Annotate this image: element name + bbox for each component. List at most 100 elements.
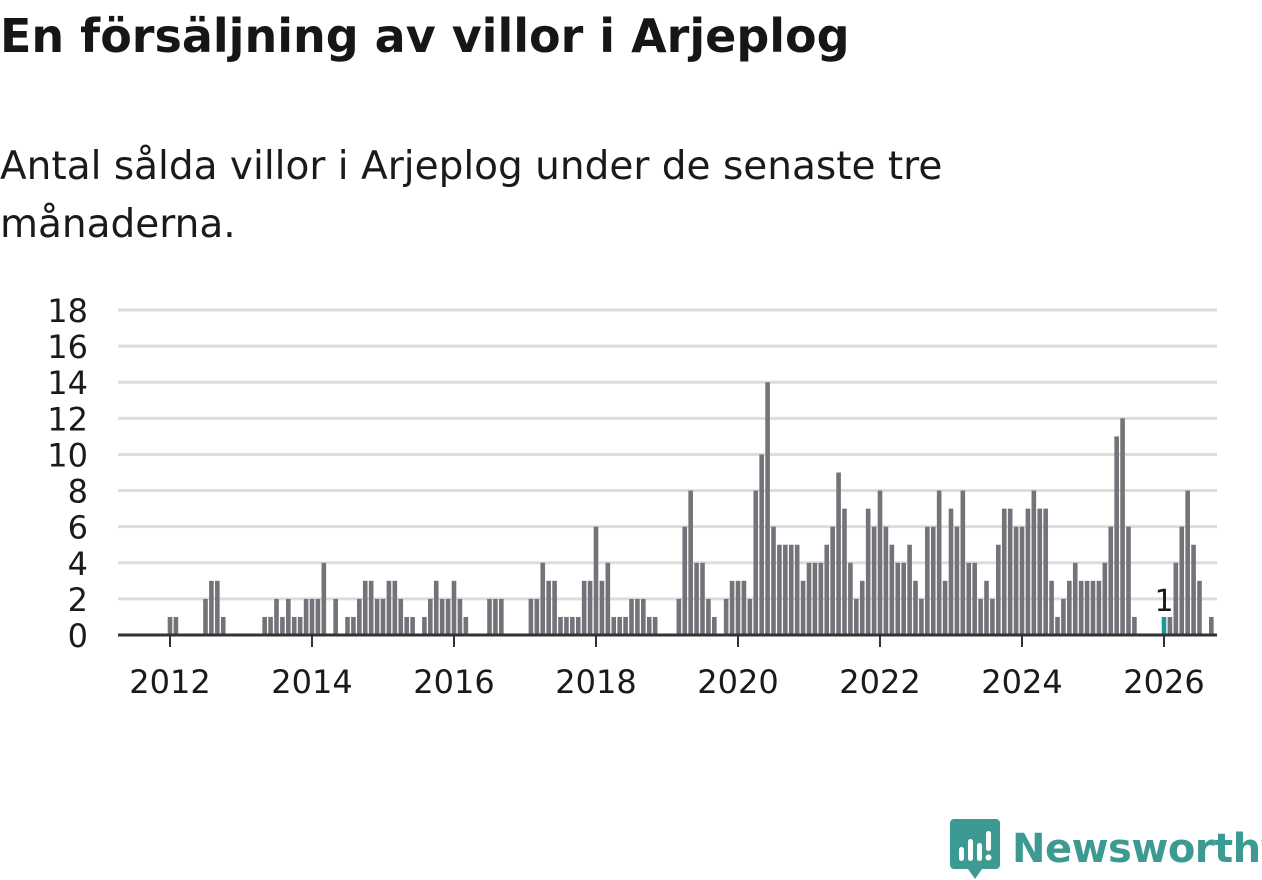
bar bbox=[641, 598, 646, 635]
bar bbox=[907, 544, 912, 635]
bar bbox=[1019, 526, 1025, 635]
bar bbox=[1132, 616, 1137, 635]
bar bbox=[848, 562, 853, 635]
bar bbox=[439, 598, 445, 635]
bar bbox=[1031, 490, 1037, 635]
bar bbox=[392, 580, 398, 635]
bar bbox=[493, 598, 498, 635]
bar bbox=[1114, 436, 1119, 635]
bar bbox=[818, 562, 824, 635]
bar bbox=[351, 616, 356, 635]
y-tick-label: 18 bbox=[47, 292, 88, 330]
bar bbox=[942, 580, 948, 635]
bar bbox=[984, 580, 989, 635]
bar bbox=[954, 526, 960, 635]
bar bbox=[386, 580, 392, 635]
bar bbox=[629, 598, 634, 635]
bar bbox=[428, 598, 433, 635]
chart-title: En försäljning av villor i Arjeplog bbox=[0, 9, 850, 63]
x-tick-label: 2022 bbox=[839, 663, 920, 701]
bar bbox=[220, 616, 226, 635]
bar bbox=[948, 508, 954, 635]
bar bbox=[1120, 418, 1125, 635]
bar bbox=[836, 472, 841, 635]
bar bbox=[723, 598, 729, 635]
bar bbox=[1013, 526, 1019, 635]
bar bbox=[741, 580, 747, 635]
bar bbox=[617, 616, 622, 635]
bar bbox=[883, 526, 889, 635]
bar bbox=[1108, 526, 1114, 635]
bar bbox=[1001, 508, 1007, 635]
bar bbox=[368, 580, 374, 635]
bar bbox=[901, 562, 906, 635]
bar bbox=[1167, 616, 1173, 635]
bar bbox=[919, 598, 924, 635]
bar bbox=[1197, 580, 1202, 635]
y-tick-label: 6 bbox=[68, 509, 88, 547]
bar bbox=[528, 598, 534, 635]
bar bbox=[587, 580, 593, 635]
x-tick-label: 2026 bbox=[1123, 663, 1204, 701]
bar bbox=[652, 616, 658, 635]
bar bbox=[1126, 526, 1131, 635]
bar bbox=[1209, 616, 1214, 635]
bar bbox=[694, 562, 699, 635]
x-tick-label: 2020 bbox=[697, 663, 778, 701]
bar bbox=[676, 598, 682, 635]
bar bbox=[433, 580, 439, 635]
bar bbox=[777, 544, 782, 635]
bar bbox=[410, 616, 415, 635]
bar bbox=[487, 598, 492, 635]
bar bbox=[783, 544, 788, 635]
bar bbox=[173, 616, 179, 635]
bar bbox=[747, 598, 753, 635]
bar bbox=[1072, 562, 1078, 635]
bar bbox=[321, 562, 327, 635]
bar bbox=[611, 616, 617, 635]
bar bbox=[404, 616, 409, 635]
bar bbox=[1096, 580, 1102, 635]
bar bbox=[913, 580, 918, 635]
bar bbox=[895, 562, 901, 635]
bar bbox=[1084, 580, 1090, 635]
bar bbox=[996, 544, 1001, 635]
bar bbox=[788, 544, 794, 635]
bar bbox=[286, 598, 291, 635]
newsworthy-logo[interactable]: Newsworthy bbox=[950, 818, 1262, 880]
bar bbox=[167, 616, 173, 635]
bar bbox=[990, 598, 995, 635]
bar bbox=[646, 616, 652, 635]
bar bbox=[274, 598, 279, 635]
bar bbox=[333, 598, 338, 635]
highlight-bar bbox=[1161, 616, 1167, 635]
bar bbox=[605, 562, 611, 635]
bar bbox=[345, 616, 350, 635]
bar bbox=[712, 616, 717, 635]
bar bbox=[966, 562, 972, 635]
bar bbox=[552, 580, 557, 635]
y-tick-label: 16 bbox=[47, 328, 88, 366]
bar bbox=[315, 598, 321, 635]
bar bbox=[540, 562, 546, 635]
x-tick-label: 2018 bbox=[555, 663, 636, 701]
bar bbox=[362, 580, 368, 635]
bar bbox=[297, 616, 303, 635]
bar bbox=[268, 616, 273, 635]
y-tick-label: 10 bbox=[47, 436, 88, 474]
bar bbox=[1191, 544, 1196, 635]
bar bbox=[203, 598, 208, 635]
bar bbox=[700, 562, 705, 635]
bar bbox=[457, 598, 463, 635]
bar bbox=[706, 598, 711, 635]
bar bbox=[1173, 562, 1179, 635]
bar bbox=[806, 562, 812, 635]
y-tick-label: 2 bbox=[68, 581, 88, 619]
bar bbox=[303, 598, 309, 635]
bar bbox=[889, 544, 895, 635]
bar bbox=[960, 490, 966, 635]
bar bbox=[575, 616, 581, 635]
y-tick-label: 0 bbox=[68, 617, 88, 655]
bar bbox=[623, 616, 628, 635]
y-tick-label: 14 bbox=[47, 364, 88, 402]
